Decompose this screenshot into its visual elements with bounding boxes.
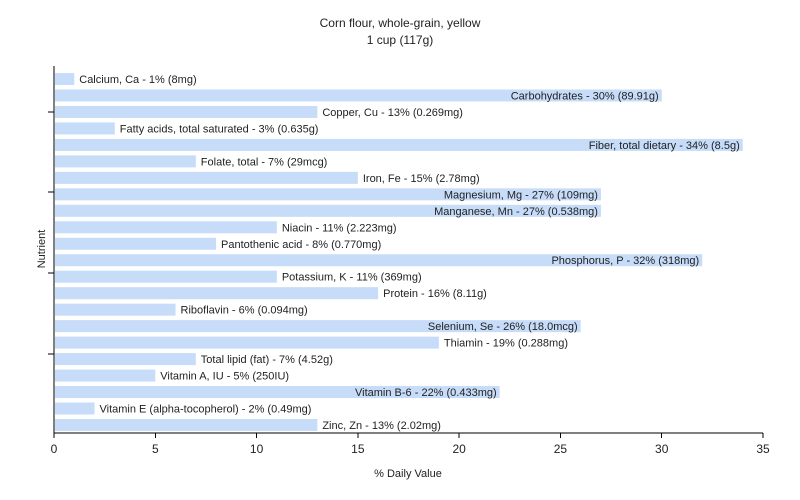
bar-label: Zinc, Zn - 13% (2.02mg) — [322, 420, 441, 432]
bar — [55, 188, 601, 201]
bar-label: Fatty acids, total saturated - 3% (0.635… — [120, 123, 319, 135]
x-ticks-group: 0 5 10 15 20 25 30 35 — [51, 433, 770, 456]
y-axis-label: Nutrient — [36, 230, 48, 269]
bar-label: Folate, total - 7% (29mcg) — [201, 156, 328, 168]
bar — [55, 122, 115, 135]
x-tick-label: 5 — [152, 442, 159, 456]
x-tick-label: 35 — [756, 442, 770, 456]
bar — [55, 270, 277, 283]
bar — [55, 204, 601, 217]
bar-label: Vitamin E (alpha-tocopherol) - 2% (0.49m… — [100, 404, 312, 416]
bar-label: Potassium, K - 11% (369mg) — [282, 272, 422, 284]
bar-label: Vitamin A, IU - 5% (250IU) — [160, 371, 289, 383]
x-tick-label: 10 — [250, 442, 264, 456]
bar — [55, 369, 156, 382]
x-tick-label: 15 — [351, 442, 365, 456]
x-tick-label: 30 — [655, 442, 669, 456]
bar-label: Pantothenic acid - 8% (0.770mg) — [221, 239, 381, 251]
x-tick-label: 20 — [452, 442, 466, 456]
bar — [55, 221, 277, 234]
bar — [55, 105, 318, 118]
bar — [55, 171, 358, 184]
bar — [55, 402, 95, 415]
bar-label: Thiamin - 19% (0.288mg) — [444, 338, 568, 350]
bar-label: Magnesium, Mg - 27% (109mg) — [444, 189, 598, 201]
bars-group: Calcium, Ca - 1% (8mg) Carbohydrates - 30… — [55, 73, 743, 432]
x-tick-label: 0 — [51, 442, 58, 456]
bar-label: Protein - 16% (8.11g) — [383, 288, 487, 300]
bar-label: Fiber, total dietary - 34% (8.5g) — [589, 140, 740, 152]
bar — [55, 303, 176, 316]
bar-label: Total lipid (fat) - 7% (4.52g) — [201, 354, 333, 366]
bar — [55, 419, 318, 431]
bar-label: Manganese, Mn - 27% (0.538mg) — [434, 206, 598, 218]
bar — [55, 336, 439, 349]
bar — [55, 73, 75, 85]
bar-label: Phosphorus, P - 32% (318mg) — [551, 255, 699, 267]
bar-label: Riboflavin - 6% (0.094mg) — [181, 305, 308, 317]
bar — [55, 353, 196, 366]
bar-label: Carbohydrates - 30% (89.91g) — [511, 90, 659, 102]
x-axis-label: % Daily Value — [374, 468, 442, 480]
bar-label: Niacin - 11% (2.223mg) — [282, 222, 397, 234]
bar — [55, 386, 500, 399]
x-tick-label: 25 — [554, 442, 568, 456]
bar — [55, 138, 743, 151]
bar — [55, 155, 196, 168]
bar-label: Calcium, Ca - 1% (8mg) — [79, 74, 196, 86]
bar-label: Vitamin B-6 - 22% (0.433mg) — [355, 387, 497, 399]
bar — [55, 237, 217, 250]
bar — [55, 254, 703, 267]
bar — [55, 320, 581, 333]
chart-title: Corn flour, whole-grain, yellow — [320, 16, 481, 30]
bar — [55, 287, 379, 300]
bar-label: Iron, Fe - 15% (2.78mg) — [363, 173, 480, 185]
bar — [55, 89, 662, 102]
bar-label: Selenium, Se - 26% (18.0mcg) — [428, 321, 578, 333]
y-ticks-group — [48, 111, 54, 355]
bar-label: Copper, Cu - 13% (0.269mg) — [322, 107, 463, 119]
chart-subtitle: 1 cup (117g) — [367, 33, 434, 47]
